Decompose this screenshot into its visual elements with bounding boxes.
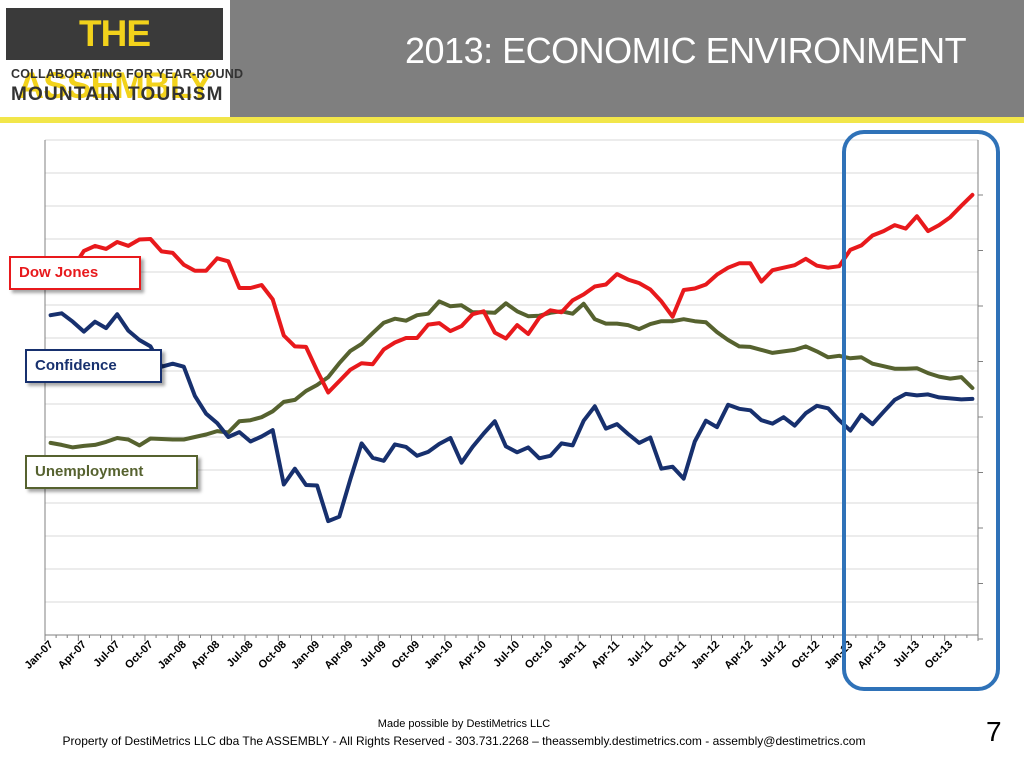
legend-unemployment: Unemployment (25, 455, 198, 489)
x-tick-label: Oct-10 (523, 639, 556, 672)
x-tick-label: Jul-07 (91, 639, 122, 670)
x-tick-label: Jul-08 (225, 639, 256, 670)
2013-highlight-box (842, 130, 1000, 691)
x-tick-label: Apr-11 (589, 639, 622, 672)
logo-title: THE ASSEMBLY (6, 8, 223, 106)
legend-dow-jones: Dow Jones (9, 256, 141, 290)
x-tick-label: Jan-07 (23, 639, 56, 672)
logo-tagline-2: MOUNTAIN TOURISM (11, 84, 224, 105)
x-tick-label: Oct-07 (123, 639, 156, 672)
x-tick-label: Jan-10 (422, 639, 455, 672)
page-number: 7 (986, 716, 1002, 747)
x-tick-label: Jul-11 (625, 639, 656, 670)
logo-tagline-1: COLLABORATING FOR YEAR-ROUND (11, 67, 244, 81)
series-line-unemployment (48, 299, 975, 450)
x-tick-label: Oct-08 (256, 639, 289, 672)
footer-legal: Property of DestiMetrics LLC dba The ASS… (62, 734, 866, 748)
economic-line-chart: Jan-07 Apr-07 Jul-07 Oct-07 Jan-08 Apr-08 Jul-… (23, 139, 983, 672)
x-tick-label: Jul-12 (758, 639, 789, 670)
x-tick-label: Oct-09 (390, 639, 423, 672)
x-tick-label: Apr-08 (189, 639, 222, 672)
x-tick-label: Oct-11 (657, 639, 689, 671)
x-tick-label: Apr-12 (722, 639, 755, 672)
x-tick-label: Jan-09 (289, 639, 322, 672)
slide-title: 2013: ECONOMIC ENVIRONMENT (405, 30, 967, 71)
x-tick-label: Jul-10 (491, 639, 522, 670)
x-tick-label: Jul-09 (358, 639, 389, 670)
x-tick-label: Jan-12 (689, 639, 722, 672)
header-accent-rule (0, 117, 1024, 123)
series-line-confidence (48, 311, 975, 524)
series-line-dow-jones (48, 192, 975, 395)
x-tick-label: Apr-10 (456, 639, 489, 672)
x-tick-label: Jan-11 (556, 639, 589, 672)
x-tick-label: Apr-07 (56, 639, 89, 672)
x-tick-label: Oct-12 (789, 639, 822, 672)
footer-credit: Made possible by DestiMetrics LLC (377, 718, 551, 730)
assembly-logo: THE ASSEMBLY COLLABORATING FOR YEAR-ROUN… (0, 0, 244, 117)
legend-confidence: Confidence (25, 349, 162, 383)
x-tick-label: Jan-08 (156, 639, 189, 672)
x-tick-label: Apr-09 (322, 639, 355, 672)
